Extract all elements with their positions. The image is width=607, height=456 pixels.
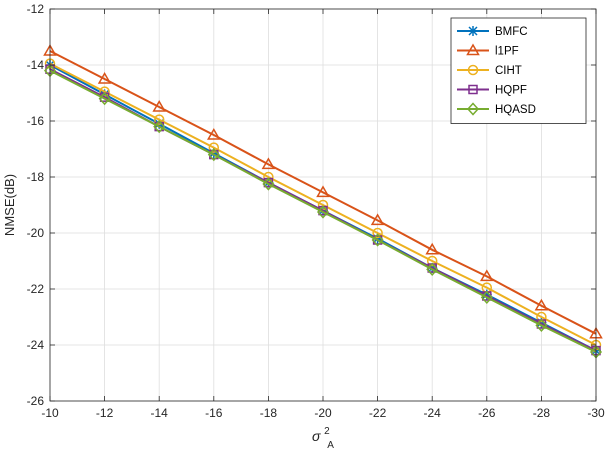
x-tick-label: -12 [96, 406, 114, 420]
legend-label: HQPF [495, 85, 527, 97]
legend-marker [468, 26, 478, 36]
series-layer [43, 44, 603, 359]
y-tick-label: -22 [27, 282, 45, 296]
x-tick-label: -26 [478, 406, 496, 420]
y-tick-label: -16 [27, 114, 45, 128]
y-tick-label: -18 [27, 170, 45, 184]
legend-label: BMFC [495, 26, 528, 38]
data-point [207, 147, 220, 162]
legend-item: HQPF [457, 85, 527, 97]
legend-item: BMFC [457, 26, 528, 38]
x-tick-label: -16 [205, 406, 223, 420]
x-tick-label: -22 [369, 406, 387, 420]
data-point [479, 269, 494, 282]
legend-label: CIHT [495, 65, 522, 77]
legend-item: HQASD [457, 102, 536, 116]
legend-label: HQASD [495, 104, 536, 116]
data-point [153, 119, 166, 134]
x-tick-label: -20 [314, 406, 332, 420]
x-tick-label: -30 [587, 406, 605, 420]
series-line [49, 62, 597, 346]
y-tick-label: -26 [27, 394, 45, 408]
x-axis-label-sup: 2 [324, 426, 330, 437]
data-point [206, 128, 221, 140]
data-point [372, 227, 383, 239]
data-point [98, 91, 111, 106]
x-axis-label-symbol: σ [312, 428, 321, 444]
data-point [261, 157, 276, 170]
data-point [425, 242, 440, 255]
data-point [536, 311, 547, 323]
data-point [97, 72, 112, 84]
legend-marker [467, 64, 479, 76]
series-l1pf [43, 44, 603, 339]
data-point [316, 205, 330, 219]
tick-layer: -10 -12 -14 -16 -18 -20 -22 -24 -26 -28 -30 -12 -14 -… [27, 2, 605, 420]
data-point [534, 298, 549, 311]
x-tick-label: -28 [533, 406, 551, 420]
data-point [262, 177, 275, 191]
data-point [208, 142, 220, 153]
data-point [480, 290, 493, 305]
legend-marker [466, 102, 480, 116]
legend-marker [466, 43, 480, 56]
y-tick-label: -14 [27, 58, 45, 72]
x-tick-label: -24 [424, 406, 442, 420]
data-point [153, 114, 165, 125]
legend-label: l1PF [495, 46, 519, 58]
y-tick-label: -20 [27, 226, 45, 240]
data-point [316, 185, 330, 198]
y-tick-label: -24 [27, 338, 45, 352]
legend-item: CIHT [457, 64, 522, 77]
x-tick-label: -14 [151, 406, 169, 420]
legend-marker [468, 84, 478, 95]
data-point [426, 262, 439, 277]
x-tick-label: -10 [41, 406, 59, 420]
y-tick-label: -12 [27, 2, 45, 16]
legend: BMFC l1PF CIHT HQPF HQASD [450, 17, 587, 124]
series-line [49, 69, 597, 353]
x-tick-label: -18 [260, 406, 278, 420]
data-point [371, 233, 384, 247]
data-point [152, 100, 167, 112]
series-line [49, 50, 597, 335]
x-axis-label-sub: A [327, 440, 334, 451]
data-point [426, 255, 438, 267]
data-point [535, 318, 548, 333]
legend-item: l1PF [457, 43, 519, 58]
x-axis-label: σ 2 A [312, 422, 334, 451]
data-point [370, 213, 385, 226]
y-axis-label: NMSE(dB) [2, 174, 17, 236]
